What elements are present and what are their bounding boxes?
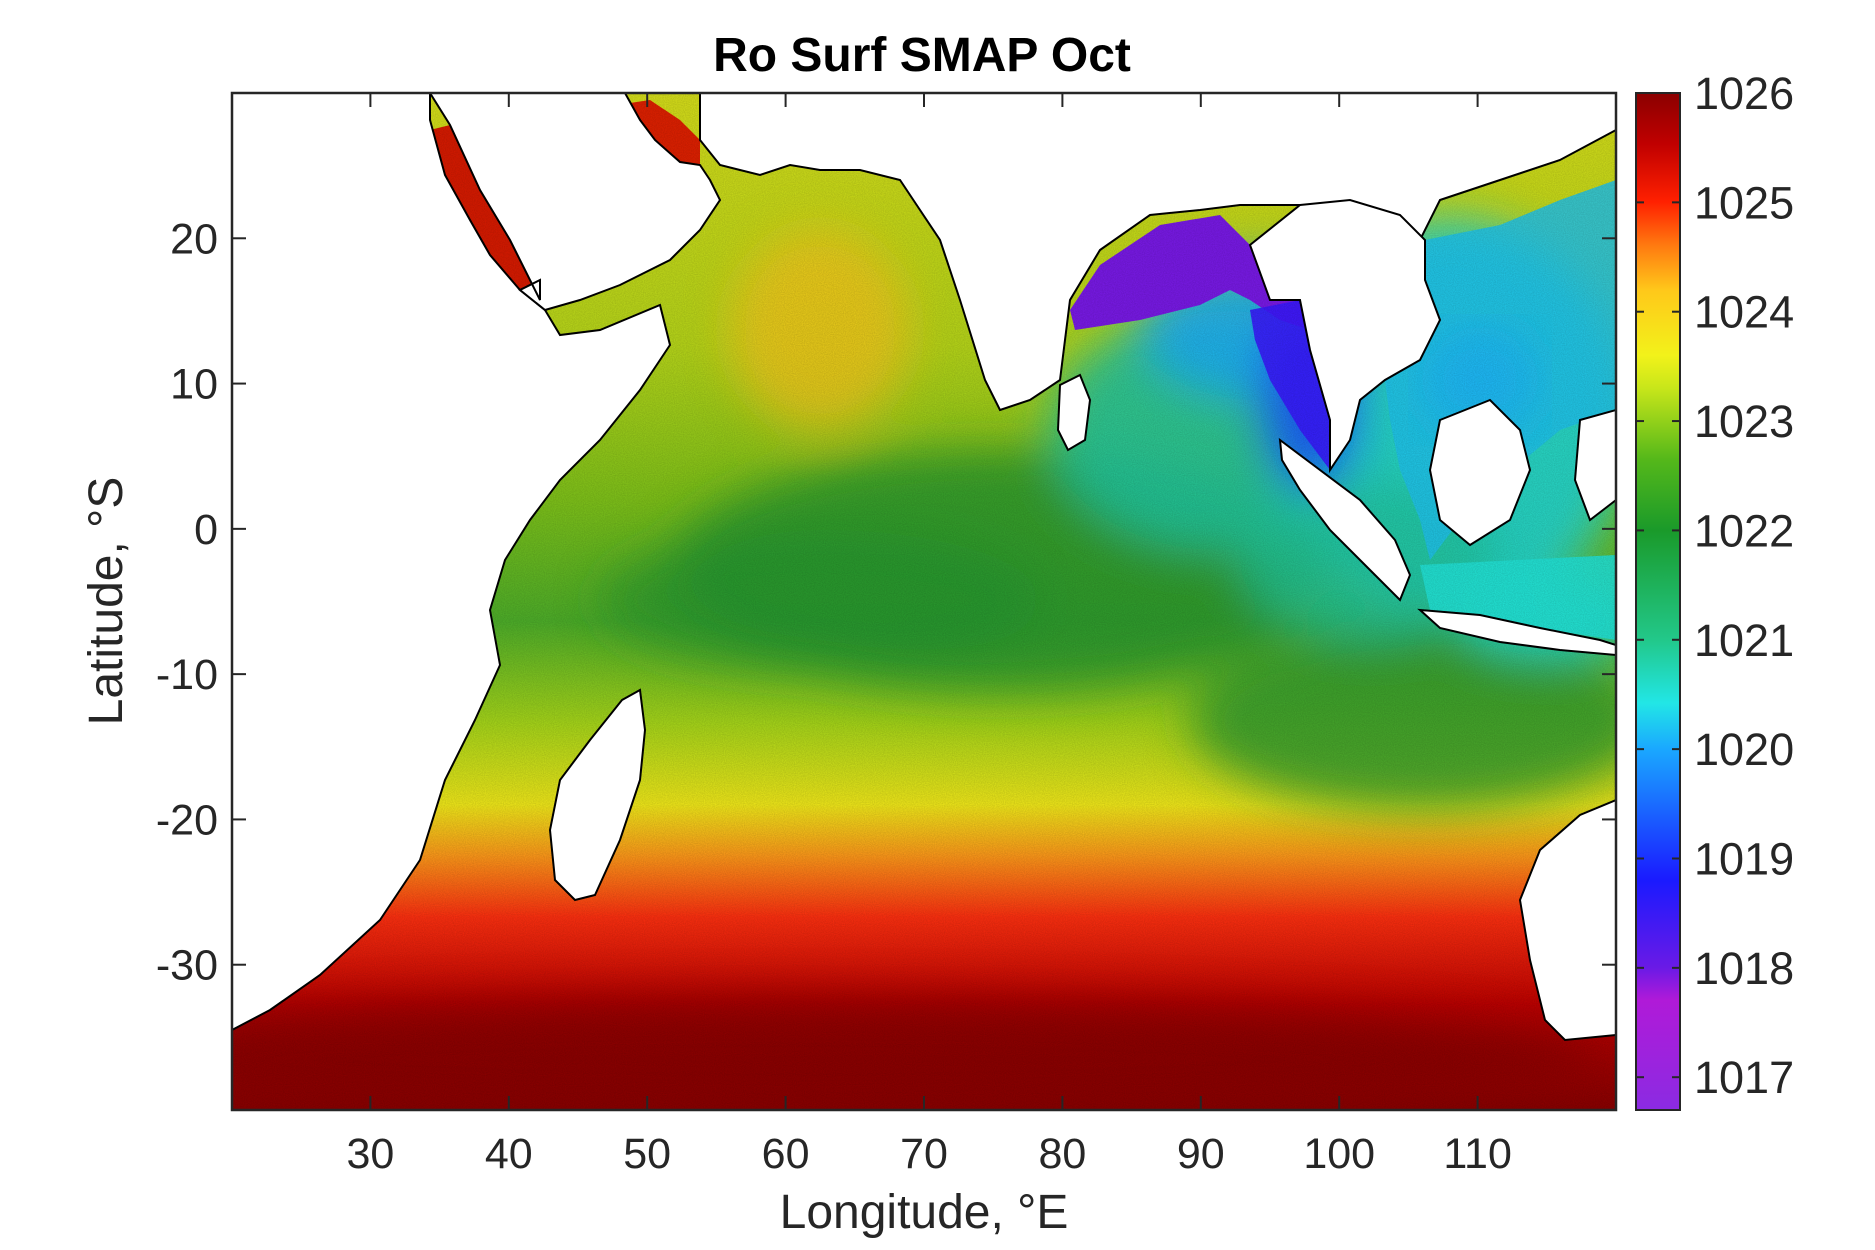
x-tick-label: 50 — [623, 1130, 671, 1178]
x-tick-label: 30 — [346, 1130, 394, 1178]
y-tick-label: -30 — [156, 942, 218, 990]
colorbar-tick-label: 1019 — [1694, 833, 1794, 884]
x-axis-label: Longitude, °E — [780, 1186, 1069, 1239]
colorbar-tick-label: 1018 — [1694, 943, 1794, 994]
y-tick-label: 20 — [170, 215, 218, 263]
colorbar-tick-label: 1026 — [1694, 68, 1794, 119]
y-axis-label: Latitude, °S — [80, 477, 133, 726]
x-tick-label: 110 — [1443, 1130, 1512, 1178]
y-tick-label: 10 — [170, 361, 218, 409]
x-tick-label: 40 — [485, 1130, 533, 1178]
land-masses — [232, 93, 1616, 1042]
x-tick-label: 90 — [1177, 1130, 1225, 1178]
x-tick-label: 80 — [1038, 1130, 1086, 1178]
colorbar-tick-label: 1025 — [1694, 177, 1794, 228]
axis-ticks — [232, 93, 1616, 1110]
colorbar-tick-label: 1017 — [1694, 1052, 1794, 1103]
colorbar-tick-label: 1022 — [1694, 505, 1794, 556]
colorbar — [1635, 92, 1681, 1111]
x-tick-label: 100 — [1303, 1130, 1375, 1178]
map-title: Ro Surf SMAP Oct — [713, 29, 1131, 82]
x-tick-label: 60 — [762, 1130, 810, 1178]
y-tick-label: 0 — [194, 506, 218, 554]
colorbar-tick-label: 1023 — [1694, 396, 1794, 447]
x-tick-label: 70 — [900, 1130, 948, 1178]
colorbar-tick-label: 1021 — [1694, 615, 1794, 666]
colorbar-ticks — [1636, 92, 1680, 1079]
y-tick-label: -10 — [156, 651, 218, 699]
colorbar-tick-labels: 1026 1025 1024 1023 1022 1021 1020 1019 1018 1017 — [1694, 68, 1794, 1103]
x-axis-tick-labels: 30 40 50 60 70 80 90 100 110 — [346, 1130, 1511, 1178]
colorbar-tick-label: 1024 — [1694, 287, 1794, 338]
y-tick-label: -20 — [156, 796, 218, 844]
colorbar-tick-label: 1020 — [1694, 724, 1794, 775]
y-axis-tick-labels: 20 10 0 -10 -20 -30 — [156, 215, 218, 989]
